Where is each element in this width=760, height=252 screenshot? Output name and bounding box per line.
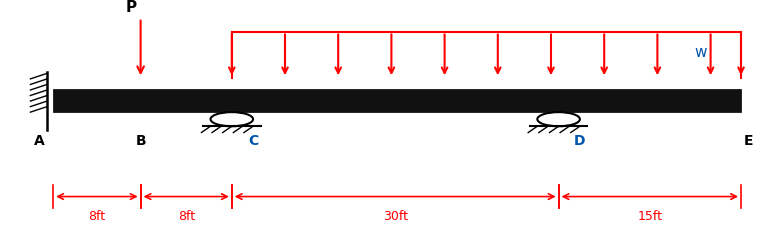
Text: 8ft: 8ft: [88, 210, 106, 224]
Text: E: E: [744, 134, 753, 148]
Text: A: A: [34, 134, 45, 148]
Text: 15ft: 15ft: [638, 210, 662, 224]
Bar: [53, 89, 741, 112]
Text: P: P: [126, 0, 137, 15]
Text: w: w: [694, 45, 707, 60]
Text: 8ft: 8ft: [178, 210, 195, 224]
Text: 30ft: 30ft: [383, 210, 407, 224]
Text: B: B: [135, 134, 146, 148]
Text: D: D: [574, 134, 586, 148]
Text: C: C: [248, 134, 258, 148]
